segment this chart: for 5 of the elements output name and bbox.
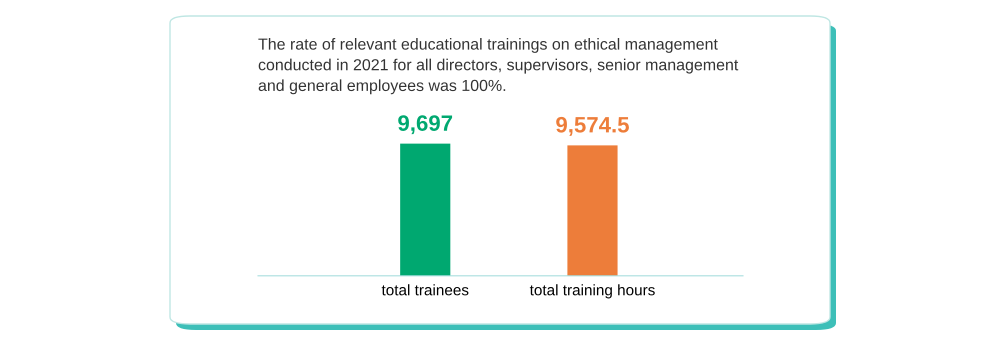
chart-title: The rate of relevant educational trainings on ethical management conducted in 2021 for all directors, supervisors, senior management and general employees was 100%. [258, 38, 738, 94]
data-label: 9,697 [398, 115, 452, 134]
x-tick-label: total trainees [382, 284, 468, 296]
data-label: 9,574.5 [556, 116, 629, 136]
x-tick-label: total training hours [530, 284, 655, 298]
